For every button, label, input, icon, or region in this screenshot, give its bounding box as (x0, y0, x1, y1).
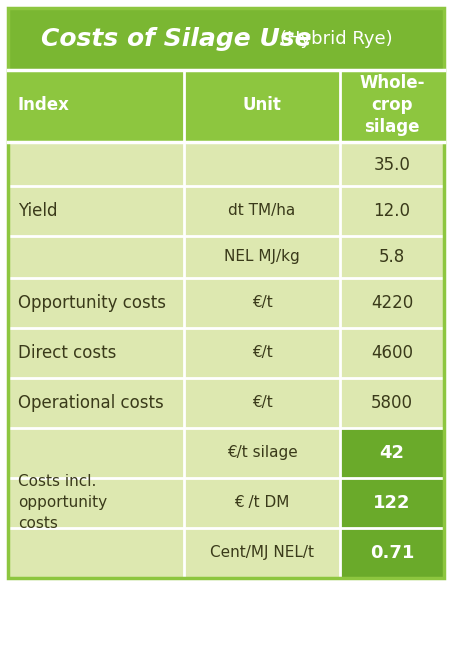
Text: €/t: €/t (251, 295, 272, 310)
Text: Whole-
crop
silage: Whole- crop silage (359, 74, 424, 136)
Bar (339, 378, 443, 428)
Bar (184, 144, 339, 186)
Text: €/t silage: €/t silage (226, 446, 297, 461)
Text: Costs of Silage Use: Costs of Silage Use (41, 27, 311, 51)
Bar (8, 478, 184, 528)
Bar (8, 236, 184, 278)
Text: Operational costs: Operational costs (18, 394, 163, 412)
Bar (8, 186, 184, 236)
Bar (339, 144, 443, 186)
Bar (339, 328, 443, 378)
Bar (184, 528, 339, 578)
Text: Direct costs: Direct costs (18, 344, 116, 362)
Bar (8, 328, 184, 378)
Text: Opportunity costs: Opportunity costs (18, 294, 166, 312)
Text: NEL MJ/kg: NEL MJ/kg (224, 249, 299, 264)
Text: Costs incl.
opportunity
costs: Costs incl. opportunity costs (18, 474, 107, 531)
Bar (8, 8, 443, 578)
Bar (339, 428, 443, 478)
Text: 0.71: 0.71 (369, 544, 413, 562)
Bar (8, 8, 443, 70)
Text: Yield: Yield (18, 202, 57, 220)
Text: Index: Index (18, 96, 70, 114)
Text: 122: 122 (373, 494, 410, 512)
Bar (339, 478, 443, 528)
Text: 4600: 4600 (370, 344, 412, 362)
Bar (8, 144, 184, 186)
Bar (8, 378, 184, 428)
Text: dt TM/ha: dt TM/ha (228, 203, 295, 218)
Bar (339, 186, 443, 236)
Text: 35.0: 35.0 (373, 156, 410, 174)
Text: 42: 42 (379, 444, 404, 462)
Bar (339, 528, 443, 578)
Bar (8, 278, 184, 328)
Text: Cent/MJ NEL/t: Cent/MJ NEL/t (210, 546, 313, 561)
Bar (8, 72, 443, 142)
Text: Unit: Unit (242, 96, 281, 114)
Bar (184, 328, 339, 378)
Text: 4220: 4220 (370, 294, 412, 312)
Text: 5800: 5800 (370, 394, 412, 412)
Bar (184, 186, 339, 236)
Bar (184, 278, 339, 328)
Text: 12.0: 12.0 (373, 202, 410, 220)
Bar (8, 528, 184, 578)
Bar (339, 278, 443, 328)
Bar (184, 378, 339, 428)
Text: € /t DM: € /t DM (234, 496, 289, 511)
Bar (184, 428, 339, 478)
Text: (Hybrid Rye): (Hybrid Rye) (279, 30, 391, 48)
Text: 5.8: 5.8 (378, 248, 404, 266)
Bar (8, 428, 184, 478)
Text: €/t: €/t (251, 345, 272, 360)
Text: €/t: €/t (251, 395, 272, 410)
Bar (339, 236, 443, 278)
Bar (184, 478, 339, 528)
Bar (184, 236, 339, 278)
